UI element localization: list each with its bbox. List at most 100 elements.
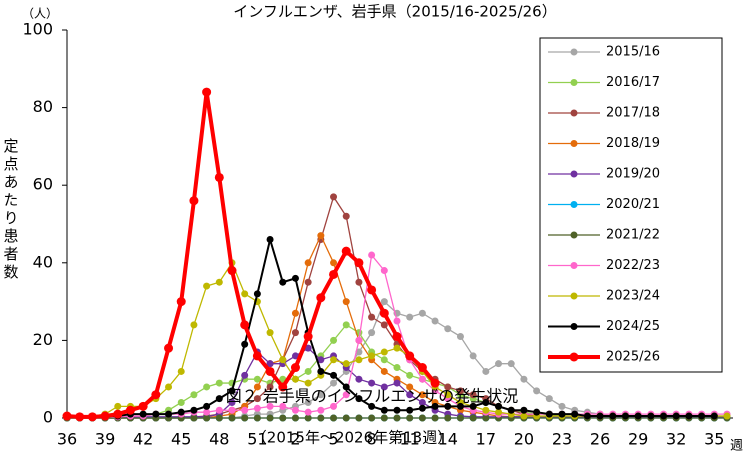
point xyxy=(392,332,402,342)
point xyxy=(177,408,185,416)
point xyxy=(393,406,401,414)
point xyxy=(317,232,325,240)
point xyxy=(393,364,401,372)
point xyxy=(495,408,503,416)
point xyxy=(380,298,388,306)
point xyxy=(355,356,363,364)
y-unit: （人） xyxy=(22,7,58,21)
point xyxy=(342,360,350,368)
point xyxy=(87,412,97,422)
point xyxy=(380,383,388,391)
x-tick-label: 48 xyxy=(209,430,229,449)
point xyxy=(355,395,363,403)
point xyxy=(165,383,173,391)
y-tick-label: 60 xyxy=(33,175,53,194)
point xyxy=(330,356,338,364)
point xyxy=(291,329,299,337)
point xyxy=(431,402,439,410)
point xyxy=(304,398,312,406)
point xyxy=(583,412,591,420)
point xyxy=(507,406,515,414)
point xyxy=(266,360,274,368)
point xyxy=(279,414,287,422)
legend-label: 2018/19 xyxy=(606,136,660,151)
point xyxy=(202,87,212,97)
point xyxy=(482,414,490,422)
x-tick-label: 17 xyxy=(476,430,496,449)
point xyxy=(418,404,426,412)
point xyxy=(189,196,199,206)
point xyxy=(418,391,426,399)
point xyxy=(558,402,566,410)
point xyxy=(253,383,261,391)
point xyxy=(279,278,287,286)
point xyxy=(291,406,299,414)
point xyxy=(469,402,477,410)
point xyxy=(215,379,223,387)
y-tick-label: 20 xyxy=(33,330,53,349)
point xyxy=(304,367,312,375)
point xyxy=(215,395,223,403)
point xyxy=(75,412,85,422)
legend-label: 2017/18 xyxy=(606,106,660,121)
point xyxy=(291,414,299,422)
point xyxy=(341,246,351,256)
point xyxy=(190,321,198,329)
point xyxy=(368,313,376,321)
point xyxy=(266,329,274,337)
x-tick-label: 14 xyxy=(438,430,458,449)
point xyxy=(342,212,350,220)
point xyxy=(482,406,490,414)
point xyxy=(380,321,388,329)
point xyxy=(367,285,377,295)
point xyxy=(355,336,363,344)
point xyxy=(660,412,668,420)
point xyxy=(431,414,439,422)
point xyxy=(456,333,464,341)
caption-sub: （2015年～2026年第13週） xyxy=(252,429,452,447)
point xyxy=(279,402,287,410)
point xyxy=(545,410,553,418)
point xyxy=(176,297,186,307)
point xyxy=(685,412,693,420)
x-tick-label: 45 xyxy=(171,430,191,449)
point xyxy=(342,383,350,391)
legend-label: 2022/23 xyxy=(606,258,660,273)
y-tick-label: 0 xyxy=(43,408,53,427)
point xyxy=(138,401,148,411)
point xyxy=(406,313,414,321)
point xyxy=(113,409,123,419)
point xyxy=(215,414,223,422)
point xyxy=(469,352,477,360)
legend-label: 2019/20 xyxy=(606,167,660,182)
point xyxy=(304,259,312,267)
legend-marker xyxy=(569,352,579,362)
point xyxy=(368,329,376,337)
point xyxy=(418,398,426,406)
y-tick-label: 80 xyxy=(33,97,53,116)
point xyxy=(241,414,249,422)
point xyxy=(698,412,706,420)
point xyxy=(406,406,414,414)
point xyxy=(368,379,376,387)
point xyxy=(228,387,236,395)
point xyxy=(380,356,388,364)
point xyxy=(368,251,376,259)
point xyxy=(621,412,629,420)
legend-marker xyxy=(570,231,578,239)
point xyxy=(354,258,364,268)
point xyxy=(330,414,338,422)
point xyxy=(152,410,160,418)
point xyxy=(114,402,122,410)
point xyxy=(672,412,680,420)
point xyxy=(227,266,237,276)
point xyxy=(203,383,211,391)
point xyxy=(406,371,414,379)
point xyxy=(253,290,261,298)
point xyxy=(520,406,528,414)
point xyxy=(330,193,338,201)
point xyxy=(456,402,464,410)
point xyxy=(355,414,363,422)
point xyxy=(355,375,363,383)
